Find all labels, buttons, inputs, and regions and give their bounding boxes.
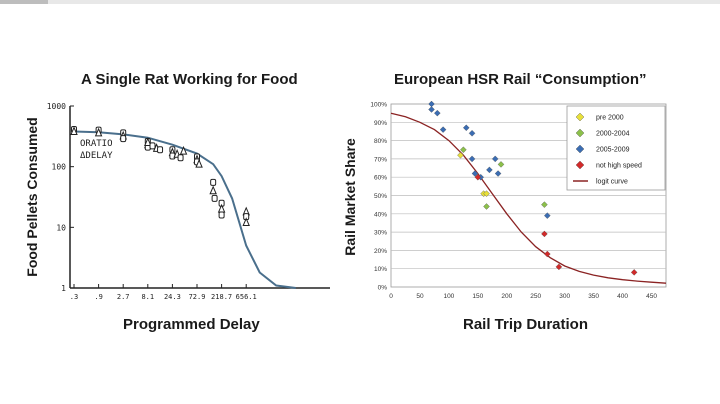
right-data-point <box>434 109 441 117</box>
left-y-tick-label: 1 <box>61 284 66 293</box>
right-x-tick-label: 350 <box>588 293 599 300</box>
right-x-tick-label: 400 <box>617 293 628 300</box>
right-y-tick-label: 70% <box>374 156 387 163</box>
right-data-point <box>439 126 447 133</box>
left-data-point-ratio <box>120 135 127 143</box>
left-data-point-delay <box>70 126 78 135</box>
left-data-point-delay <box>179 145 188 155</box>
right-data-point <box>486 166 493 174</box>
left-legend-delay: ΔDELAY <box>80 151 113 161</box>
right-legend-marker <box>575 144 585 154</box>
right-data-point <box>457 151 464 159</box>
right-x-tick-label: 300 <box>559 293 570 300</box>
left-data-point-delay <box>144 137 152 147</box>
right-data-point <box>460 146 467 154</box>
right-legend-label: 2005-2009 <box>596 147 630 154</box>
left-data-point-ratio <box>149 142 156 150</box>
left-data-point-delay <box>195 158 203 168</box>
right-y-tick-label: 50% <box>374 193 387 200</box>
left-chart-xlabel: Programmed Delay <box>123 316 260 333</box>
right-data-point <box>544 212 551 219</box>
left-x-tick-label: .3 <box>70 293 78 301</box>
left-x-tick-label: 218.7 <box>211 293 232 301</box>
right-data-point <box>468 129 476 137</box>
right-x-tick-label: 150 <box>472 293 483 300</box>
right-chart-title: European HSR Rail “Consumption” <box>394 71 647 88</box>
right-legend-label: 2000-2004 <box>596 131 630 138</box>
left-chart-title: A Single Rat Working for Food <box>81 71 298 88</box>
right-data-point <box>630 269 638 276</box>
right-y-tick-label: 60% <box>374 175 387 182</box>
right-logit-curve <box>390 112 667 284</box>
right-x-tick-label: 200 <box>501 293 512 300</box>
right-legend-label: not high speed <box>596 163 642 170</box>
right-y-tick-label: 30% <box>374 230 387 237</box>
right-chart: 0% 10% 20% 30% 40% 50% 60% 70% 80% 90% 100% 0 50 100 1… <box>370 100 667 300</box>
left-x-tick-label: .9 <box>94 293 102 301</box>
right-data-point <box>494 170 502 177</box>
right-data-point <box>491 155 499 163</box>
right-legend-box <box>566 105 666 191</box>
right-x-tick-label: 100 <box>443 293 454 300</box>
left-y-tick-label: 10 <box>56 223 66 232</box>
right-data-point <box>497 161 505 168</box>
left-data-point-delay <box>94 127 103 137</box>
left-x-tick-label: 656.1 <box>236 293 257 301</box>
right-y-tick-label: 20% <box>374 248 387 255</box>
left-x-tick-label: 8.1 <box>141 293 154 301</box>
right-y-tick-label: 100% <box>370 102 387 109</box>
right-legend-marker <box>575 128 585 138</box>
right-data-point <box>541 230 548 238</box>
right-legend-label: logit curve <box>596 179 628 186</box>
left-legend-ratio: ORATIO <box>80 139 113 149</box>
slide-top-bar-accent <box>0 0 48 4</box>
left-data-point-ratio <box>157 146 164 154</box>
right-y-tick-label: 80% <box>374 138 387 145</box>
left-x-tick-label: 72.9 <box>189 293 206 301</box>
left-x-tick-label: 2.7 <box>117 293 130 301</box>
left-data-point-delay <box>209 185 217 195</box>
right-data-point <box>474 173 482 181</box>
right-y-tick-label: 40% <box>374 211 387 218</box>
right-y-tick-label: 90% <box>374 120 387 127</box>
right-data-point <box>428 106 435 113</box>
right-data-point <box>462 124 470 132</box>
left-data-point-ratio <box>177 154 184 162</box>
left-data-point-ratio <box>218 211 225 219</box>
right-legend-marker <box>575 160 585 170</box>
right-legend-label: pre 2000 <box>596 115 624 122</box>
right-data-point <box>541 201 548 208</box>
right-data-point <box>468 155 476 163</box>
right-chart-xlabel: Rail Trip Duration <box>463 316 589 333</box>
right-legend-marker <box>575 112 585 122</box>
left-x-tick-label: 24.3 <box>164 293 181 301</box>
right-x-tick-label: 450 <box>646 293 657 300</box>
left-data-point-ratio <box>211 194 218 202</box>
right-x-tick-label: 250 <box>530 293 541 300</box>
right-data-point <box>483 203 490 210</box>
right-data-point <box>483 190 490 197</box>
right-data-point <box>555 263 563 271</box>
right-data-point <box>471 170 479 177</box>
left-y-tick-label: 100 <box>52 163 67 172</box>
left-data-point-delay <box>242 217 250 227</box>
right-y-tick-label: 10% <box>374 266 387 273</box>
slide-top-bar <box>0 0 720 4</box>
right-x-tick-label: 0 <box>389 293 393 300</box>
right-y-tick-label: 0% <box>378 285 388 292</box>
left-y-tick-label: 1000 <box>47 102 66 111</box>
right-data-point <box>544 250 551 258</box>
right-x-tick-label: 50 <box>416 293 424 300</box>
left-data-point-ratio <box>210 178 217 186</box>
left-chart: 1000 100 10 1 .3 .9 2.7 8.1 24.3 72.9 218.7 656.1 OR… <box>47 102 330 301</box>
